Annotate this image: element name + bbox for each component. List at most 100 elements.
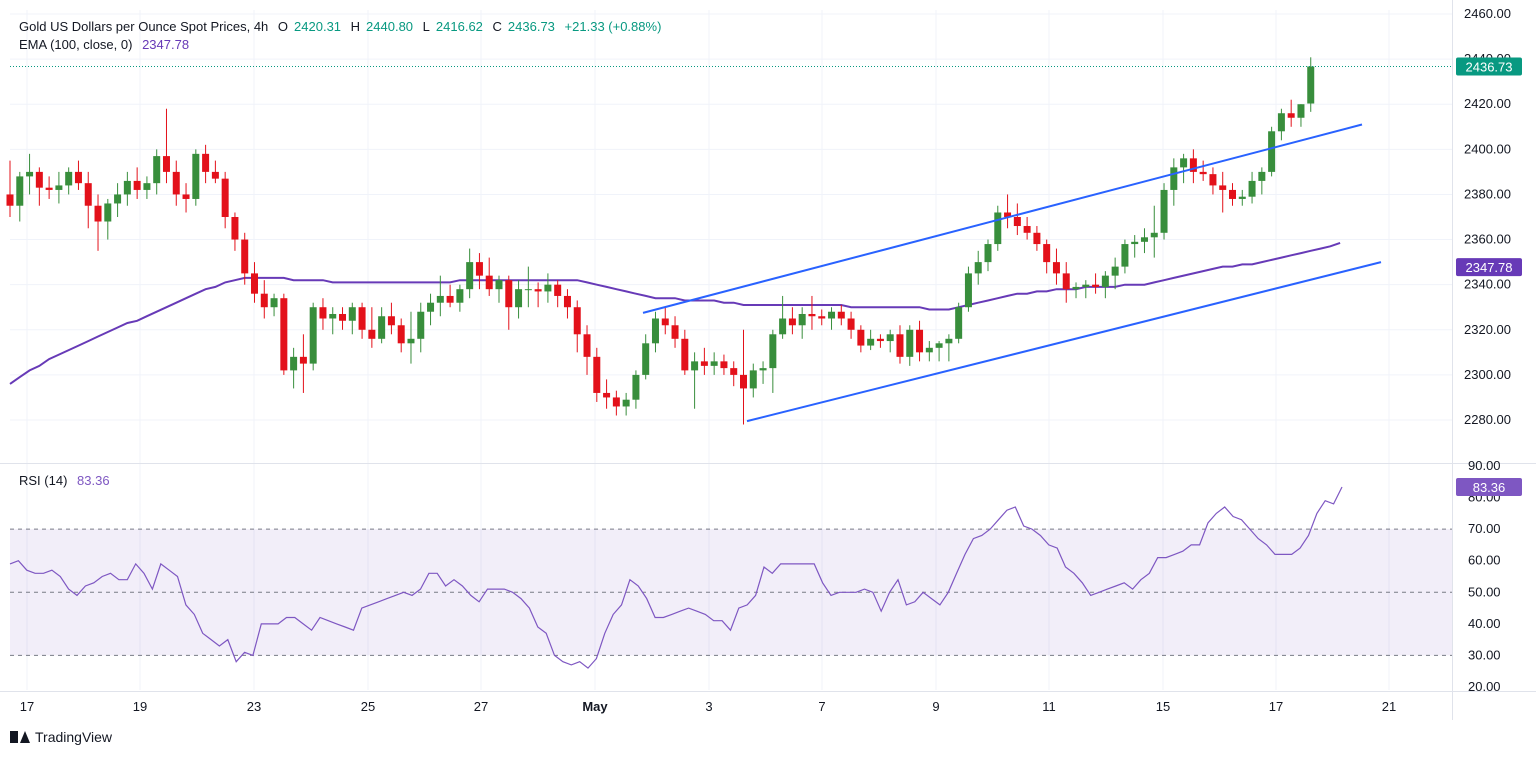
- candle-body: [759, 368, 767, 371]
- candle-body: [749, 370, 757, 389]
- candle: [681, 329, 689, 375]
- candle-body: [45, 187, 53, 190]
- candle: [270, 293, 278, 317]
- candle: [74, 160, 82, 190]
- candle-body: [436, 295, 444, 303]
- candle-body: [329, 313, 337, 319]
- candle-body: [1287, 113, 1295, 118]
- candle-body: [515, 289, 523, 308]
- candle: [916, 320, 924, 362]
- candle: [1229, 183, 1236, 206]
- candle: [1121, 239, 1129, 274]
- candle: [172, 160, 180, 206]
- candle-body: [16, 176, 24, 206]
- candle: [505, 275, 513, 330]
- candle: [720, 354, 728, 375]
- candle: [710, 352, 718, 375]
- candle-body: [1170, 167, 1178, 190]
- candle-body: [935, 343, 943, 348]
- candle: [1101, 271, 1109, 299]
- candle-body: [945, 338, 953, 344]
- candle: [133, 167, 141, 199]
- candle: [1150, 205, 1158, 258]
- candle: [1297, 104, 1305, 127]
- candle-body: [876, 338, 884, 342]
- candle: [964, 266, 972, 312]
- candle-body: [172, 171, 180, 195]
- candle: [436, 275, 444, 317]
- close-value: C 2436.73: [492, 19, 555, 34]
- candle-body: [299, 356, 307, 364]
- candle-body: [123, 180, 131, 195]
- candle: [1092, 273, 1100, 294]
- candle-body: [1062, 273, 1070, 290]
- x-tick-label: 9: [932, 699, 939, 714]
- x-tick-label: 23: [247, 699, 261, 714]
- candle: [84, 171, 92, 229]
- candle: [642, 334, 650, 380]
- candle: [1307, 57, 1315, 112]
- candle: [828, 307, 836, 330]
- rsi-tick-label: 70.00: [1468, 521, 1501, 536]
- candle-body: [241, 239, 249, 274]
- candles: [6, 57, 1315, 425]
- candle: [661, 307, 669, 335]
- open-value: O 2420.31: [277, 19, 342, 34]
- tradingview-branding[interactable]: TradingView: [10, 729, 112, 745]
- candle: [466, 248, 474, 299]
- x-tick-label: 17: [1269, 699, 1283, 714]
- candle-body: [994, 212, 1002, 245]
- candle: [1140, 228, 1148, 254]
- candle: [1023, 217, 1031, 240]
- candle-body: [1072, 286, 1080, 290]
- candle-body: [407, 338, 415, 344]
- candle: [867, 329, 875, 351]
- candle-body: [55, 185, 63, 190]
- candle: [759, 361, 767, 384]
- candle-body: [906, 329, 914, 357]
- y-tick-label: 2420.00: [1464, 96, 1511, 111]
- candle: [94, 194, 102, 251]
- candle-body: [397, 325, 405, 344]
- y-tick-label: 2380.00: [1464, 186, 1511, 201]
- change-value: +21.33 (+0.88%): [564, 19, 662, 34]
- candle: [974, 250, 982, 285]
- candle-body: [837, 311, 845, 319]
- chart-title: Gold US Dollars per Ounce Spot Prices, 4…: [19, 19, 269, 34]
- candle: [896, 325, 904, 364]
- candle: [1170, 158, 1178, 206]
- channel-lower-line: [746, 261, 1382, 423]
- candle-body: [671, 325, 679, 339]
- candle: [524, 266, 532, 308]
- candle: [26, 153, 34, 195]
- candle: [1052, 248, 1060, 285]
- candle-body: [681, 338, 689, 371]
- candle-body: [368, 329, 376, 339]
- candle: [387, 302, 395, 335]
- candle: [1082, 280, 1090, 299]
- rsi-value: 83.36: [77, 473, 110, 488]
- candle-body: [828, 311, 836, 319]
- candle-body: [1238, 196, 1246, 199]
- candle: [563, 289, 571, 319]
- candle: [339, 307, 347, 330]
- ema-legend: EMA (100, close, 0) 2347.78: [19, 37, 195, 52]
- high-value: H 2440.80: [350, 19, 414, 34]
- candle-body: [1140, 237, 1148, 242]
- candle: [886, 329, 894, 353]
- candle: [691, 352, 699, 409]
- candle: [603, 379, 611, 409]
- candle-body: [818, 316, 826, 319]
- candle-body: [1013, 217, 1021, 227]
- candle: [1160, 183, 1168, 240]
- candle-body: [485, 275, 493, 290]
- candle-body: [1043, 244, 1051, 263]
- x-tick-label: 19: [133, 699, 147, 714]
- candle-body: [1082, 284, 1090, 287]
- candle: [162, 108, 170, 184]
- candle: [192, 149, 200, 206]
- candle-body: [1052, 262, 1060, 274]
- candle: [876, 334, 884, 348]
